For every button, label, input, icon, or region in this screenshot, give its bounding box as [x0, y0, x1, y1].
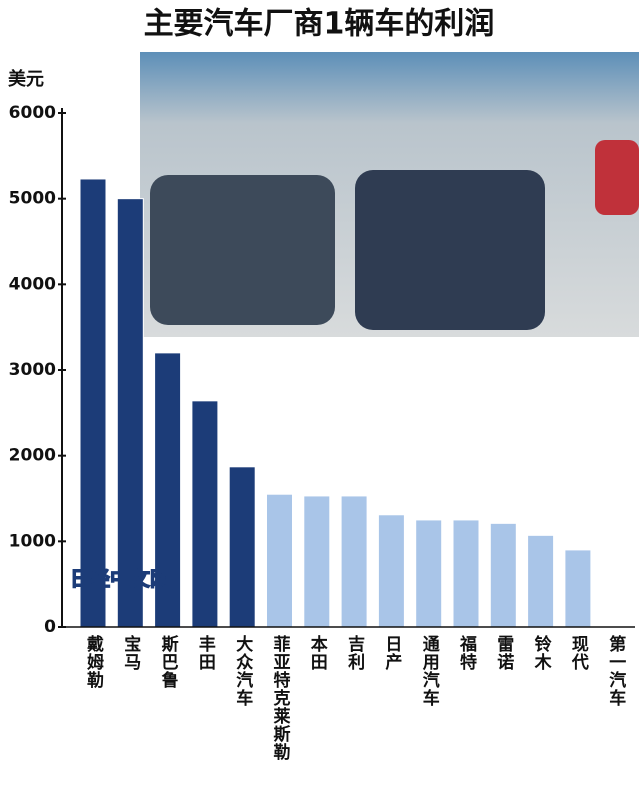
x-tick-label: 雷诺	[493, 635, 514, 671]
x-tick-label: 斯巴鲁	[158, 634, 179, 689]
bar	[489, 522, 517, 628]
bar	[228, 466, 256, 628]
y-tick-label: 6000	[9, 103, 56, 123]
x-tick-label: 丰田	[195, 634, 216, 671]
x-tick-label: 福特	[456, 634, 478, 671]
x-tick-label: 本田	[307, 634, 328, 671]
bar	[377, 514, 405, 628]
x-tick-label: 菲亚特克莱斯勒	[270, 635, 291, 761]
bar	[527, 534, 555, 628]
bar	[79, 178, 107, 628]
x-tick-label: 宝马	[120, 634, 141, 671]
y-tick-label: 2000	[9, 446, 56, 466]
bar	[303, 495, 331, 628]
bar	[191, 400, 219, 628]
bar	[266, 493, 293, 628]
car	[355, 170, 545, 330]
x-tick-label: 通用汽车	[419, 635, 440, 707]
y-tick-label: 5000	[9, 189, 56, 209]
y-axis-label: 美元	[8, 68, 44, 90]
y-tick-label: 3000	[9, 360, 56, 380]
x-tick-label: 大众汽车	[232, 634, 253, 707]
x-tick-label: 第一汽车	[605, 634, 626, 707]
x-tick-label: 戴姆勒	[83, 634, 104, 689]
bar	[340, 495, 368, 628]
x-tick-label: 现代	[568, 635, 590, 671]
x-tick-label: 日产	[381, 635, 402, 671]
bar	[452, 519, 480, 628]
car	[595, 140, 639, 215]
bar	[116, 198, 144, 628]
x-tick-label: 铃木	[531, 634, 553, 671]
y-tick-label: 4000	[9, 274, 56, 294]
bar	[564, 549, 592, 628]
y-tick-label: 1000	[9, 531, 56, 551]
watermark: 日经中文网	[70, 567, 170, 591]
bar	[415, 519, 443, 628]
car	[150, 175, 335, 325]
chart-title: 主要汽车厂商1辆车的利润	[144, 7, 495, 42]
y-tick-label: 0	[44, 617, 56, 637]
x-tick-label: 吉利	[344, 635, 365, 671]
